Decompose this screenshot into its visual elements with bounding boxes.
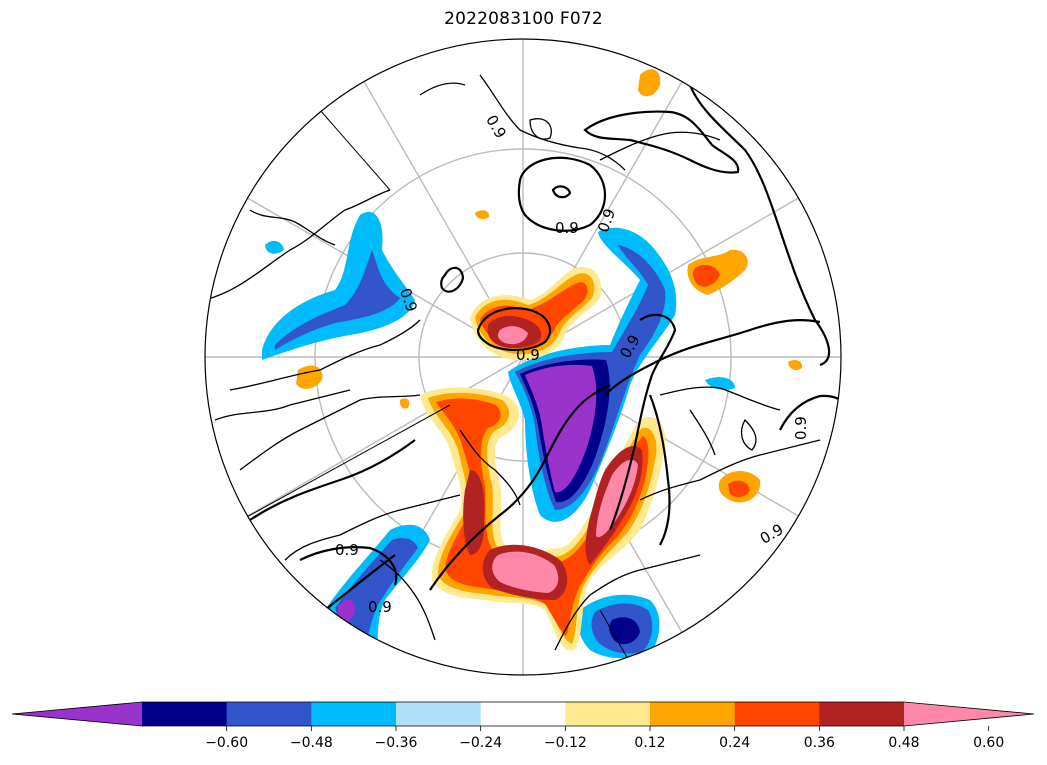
colorbar-tick-label: 0.36 (804, 735, 835, 751)
colorbar-tick-label: 0.12 (634, 735, 665, 751)
contour-label: 0.9 (368, 598, 392, 616)
colorbar-segment (650, 702, 736, 726)
colorbar-tick-label: −0.12 (544, 735, 587, 751)
colorbar-tick-label: −0.24 (459, 735, 502, 751)
contour-label: 0.9 (792, 416, 810, 440)
coastlines (205, 74, 821, 651)
colorbar-outline (11, 701, 1035, 727)
neg-region-canada (262, 211, 415, 360)
colorbar-segment (142, 702, 228, 726)
colorbar: −0.60 −0.48 −0.36 −0.24 −0.12 0.12 0.24 0.36 0.4… (11, 701, 1035, 751)
colorbar-segment (226, 702, 312, 726)
colorbar-segment (311, 702, 397, 726)
colorbar-extend-min (12, 702, 142, 726)
contour-labels: 0.9 0.9 0.9 0.9 0.9 0.9 0.9 0.9 0.9 0.9 (335, 112, 810, 616)
contour-label: 0.9 (555, 219, 579, 237)
colorbar-tick-label: −0.60 (205, 735, 248, 751)
map-content: 0.9 0.9 0.9 0.9 0.9 0.9 0.9 0.9 0.9 0.9 (205, 39, 841, 675)
colorbar-extend-max (904, 702, 1034, 726)
colorbar-segment (819, 702, 905, 726)
colorbar-segment (480, 702, 566, 726)
colorbar-tick-label: −0.48 (290, 735, 333, 751)
contour-label: 0.9 (516, 346, 540, 364)
colorbar-tick-label: 0.24 (719, 735, 750, 751)
plot-title: 2022083100 F072 (444, 9, 603, 29)
colorbar-tick-label: 0.48 (888, 735, 919, 751)
contours (249, 84, 841, 611)
contour-label: 0.9 (335, 541, 359, 559)
colorbar-segment (396, 702, 482, 726)
colorbar-tick-label: −0.36 (375, 735, 418, 751)
colorbar-segment (565, 702, 651, 726)
map-boundary (204, 38, 842, 676)
colorbar-tick-label: 0.60 (973, 735, 1004, 751)
polar-map: 0.9 0.9 0.9 0.9 0.9 0.9 0.9 0.9 0.9 0.9 (204, 38, 842, 676)
colorbar-segment (734, 702, 820, 726)
